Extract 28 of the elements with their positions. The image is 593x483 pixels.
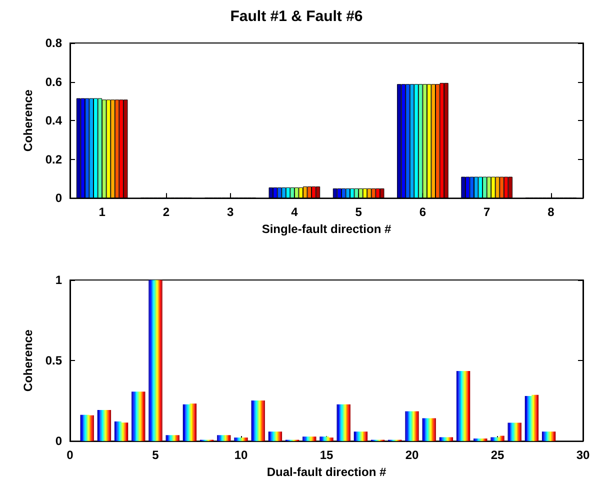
x-tick-label: 4 <box>291 205 298 220</box>
x-tick-label: 8 <box>548 205 555 220</box>
y-tick-label: 0.8 <box>45 36 62 50</box>
y-axis-title: Coherence <box>21 329 35 392</box>
x-tick-label: 15 <box>320 448 334 462</box>
x-axis-title: Single-fault direction # <box>262 222 392 236</box>
y-tick-label: 0.2 <box>45 152 62 166</box>
y-tick-label: 0.5 <box>45 354 62 368</box>
x-tick-label: 7 <box>483 205 490 220</box>
x-tick-label: 5 <box>355 205 362 220</box>
y-axis-title: Coherence <box>21 89 35 152</box>
y-tick-label: 0.6 <box>45 74 62 89</box>
x-tick-label: 6 <box>419 205 426 220</box>
x-axis-title: Dual-fault direction # <box>266 465 386 479</box>
x-tick-label: 10 <box>234 448 248 462</box>
y-tick-label: 0.4 <box>45 114 62 128</box>
x-tick-label: 20 <box>405 448 419 462</box>
x-tick-label: 2 <box>162 205 170 220</box>
x-tick-label: 5 <box>152 448 160 462</box>
x-tick-label: 3 <box>226 205 234 220</box>
chart-title: Fault #1 & Fault #6 <box>230 8 363 25</box>
x-tick-label: 0 <box>66 448 74 462</box>
x-tick-label: 25 <box>490 448 504 462</box>
y-tick-label: 1 <box>55 273 62 287</box>
x-tick-label: 30 <box>576 448 590 462</box>
x-tick-label: 1 <box>98 205 106 220</box>
y-tick-label: 0 <box>55 434 62 448</box>
y-tick-label: 0 <box>55 191 62 206</box>
